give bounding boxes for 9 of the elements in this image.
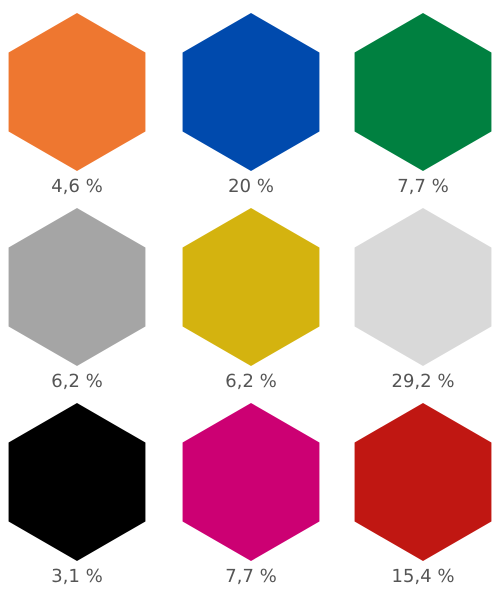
data-label: 6,2 % — [52, 374, 102, 390]
data-label: 7,7 % — [398, 178, 448, 194]
data-label: 29,2 % — [392, 374, 454, 390]
data-label: 7,7 % — [226, 568, 276, 584]
data-label: 20 % — [229, 178, 273, 192]
data-label: 15,4 % — [393, 568, 454, 584]
data-label: 6,2 % — [226, 374, 276, 390]
data-label: 3,1 % — [52, 568, 102, 584]
data-label: 4,6 % — [52, 178, 102, 194]
